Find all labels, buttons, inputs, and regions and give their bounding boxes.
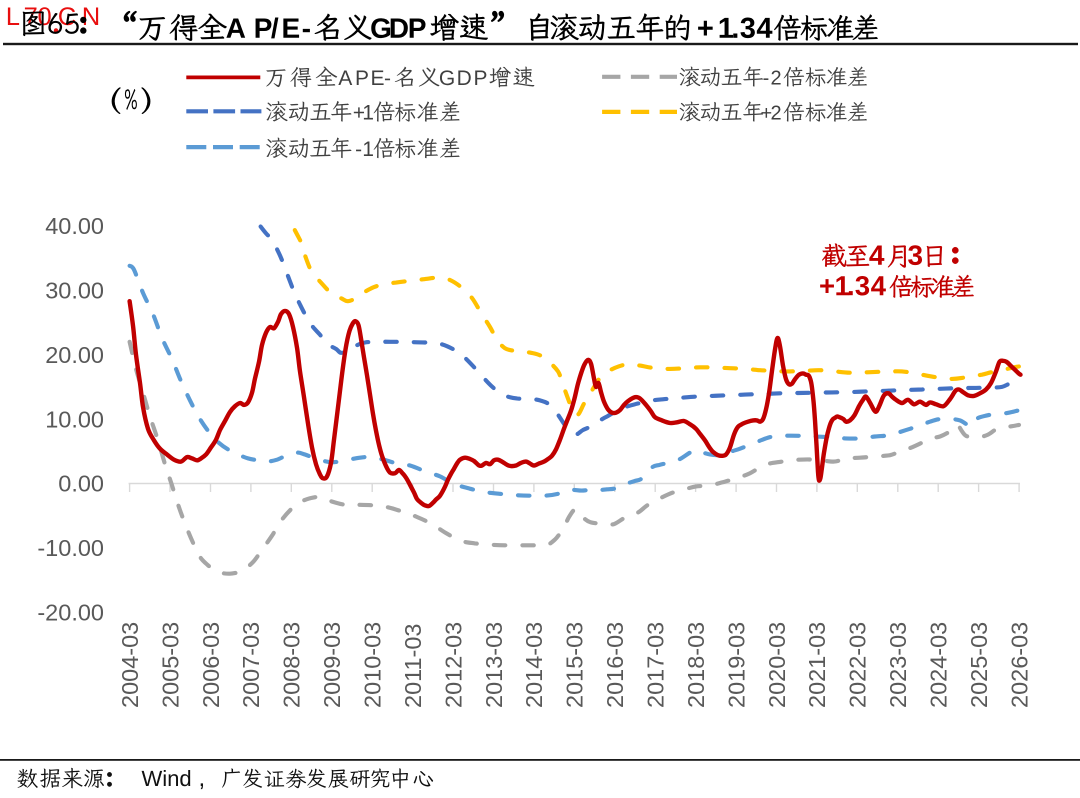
svg-text:2014-03: 2014-03 — [521, 622, 547, 708]
svg-text:2024-03: 2024-03 — [926, 622, 952, 708]
svg-text:2017-03: 2017-03 — [643, 622, 669, 708]
svg-text:2006-03: 2006-03 — [198, 622, 224, 708]
svg-text:2011-03: 2011-03 — [400, 624, 426, 709]
svg-text:-20.00: -20.00 — [37, 600, 104, 626]
svg-text:2023-03: 2023-03 — [885, 622, 911, 708]
svg-text:2004-03: 2004-03 — [117, 622, 143, 708]
svg-text:2005-03: 2005-03 — [157, 622, 183, 708]
svg-text:2009-03: 2009-03 — [319, 622, 345, 708]
svg-text:10.00: 10.00 — [45, 406, 104, 432]
svg-text:2019-03: 2019-03 — [723, 622, 749, 708]
svg-text:2025-03: 2025-03 — [966, 622, 992, 708]
svg-text:0.00: 0.00 — [58, 471, 104, 497]
svg-text:30.00: 30.00 — [45, 278, 104, 304]
svg-text:2026-03: 2026-03 — [1006, 622, 1032, 708]
svg-text:2016-03: 2016-03 — [602, 622, 628, 708]
svg-text:2008-03: 2008-03 — [279, 622, 305, 708]
svg-text:2007-03: 2007-03 — [238, 622, 264, 708]
svg-text:2012-03: 2012-03 — [440, 622, 466, 708]
svg-text:2013-03: 2013-03 — [481, 622, 507, 708]
svg-text:2010-03: 2010-03 — [360, 622, 386, 708]
svg-text:-10.00: -10.00 — [37, 535, 104, 561]
svg-text:20.00: 20.00 — [45, 342, 104, 368]
svg-text:2021-03: 2021-03 — [804, 622, 830, 708]
svg-text:2022-03: 2022-03 — [845, 622, 871, 708]
svg-text:2018-03: 2018-03 — [683, 622, 709, 708]
svg-text:2020-03: 2020-03 — [764, 622, 790, 708]
svg-text:40.00: 40.00 — [45, 213, 104, 239]
svg-text:2015-03: 2015-03 — [562, 622, 588, 708]
